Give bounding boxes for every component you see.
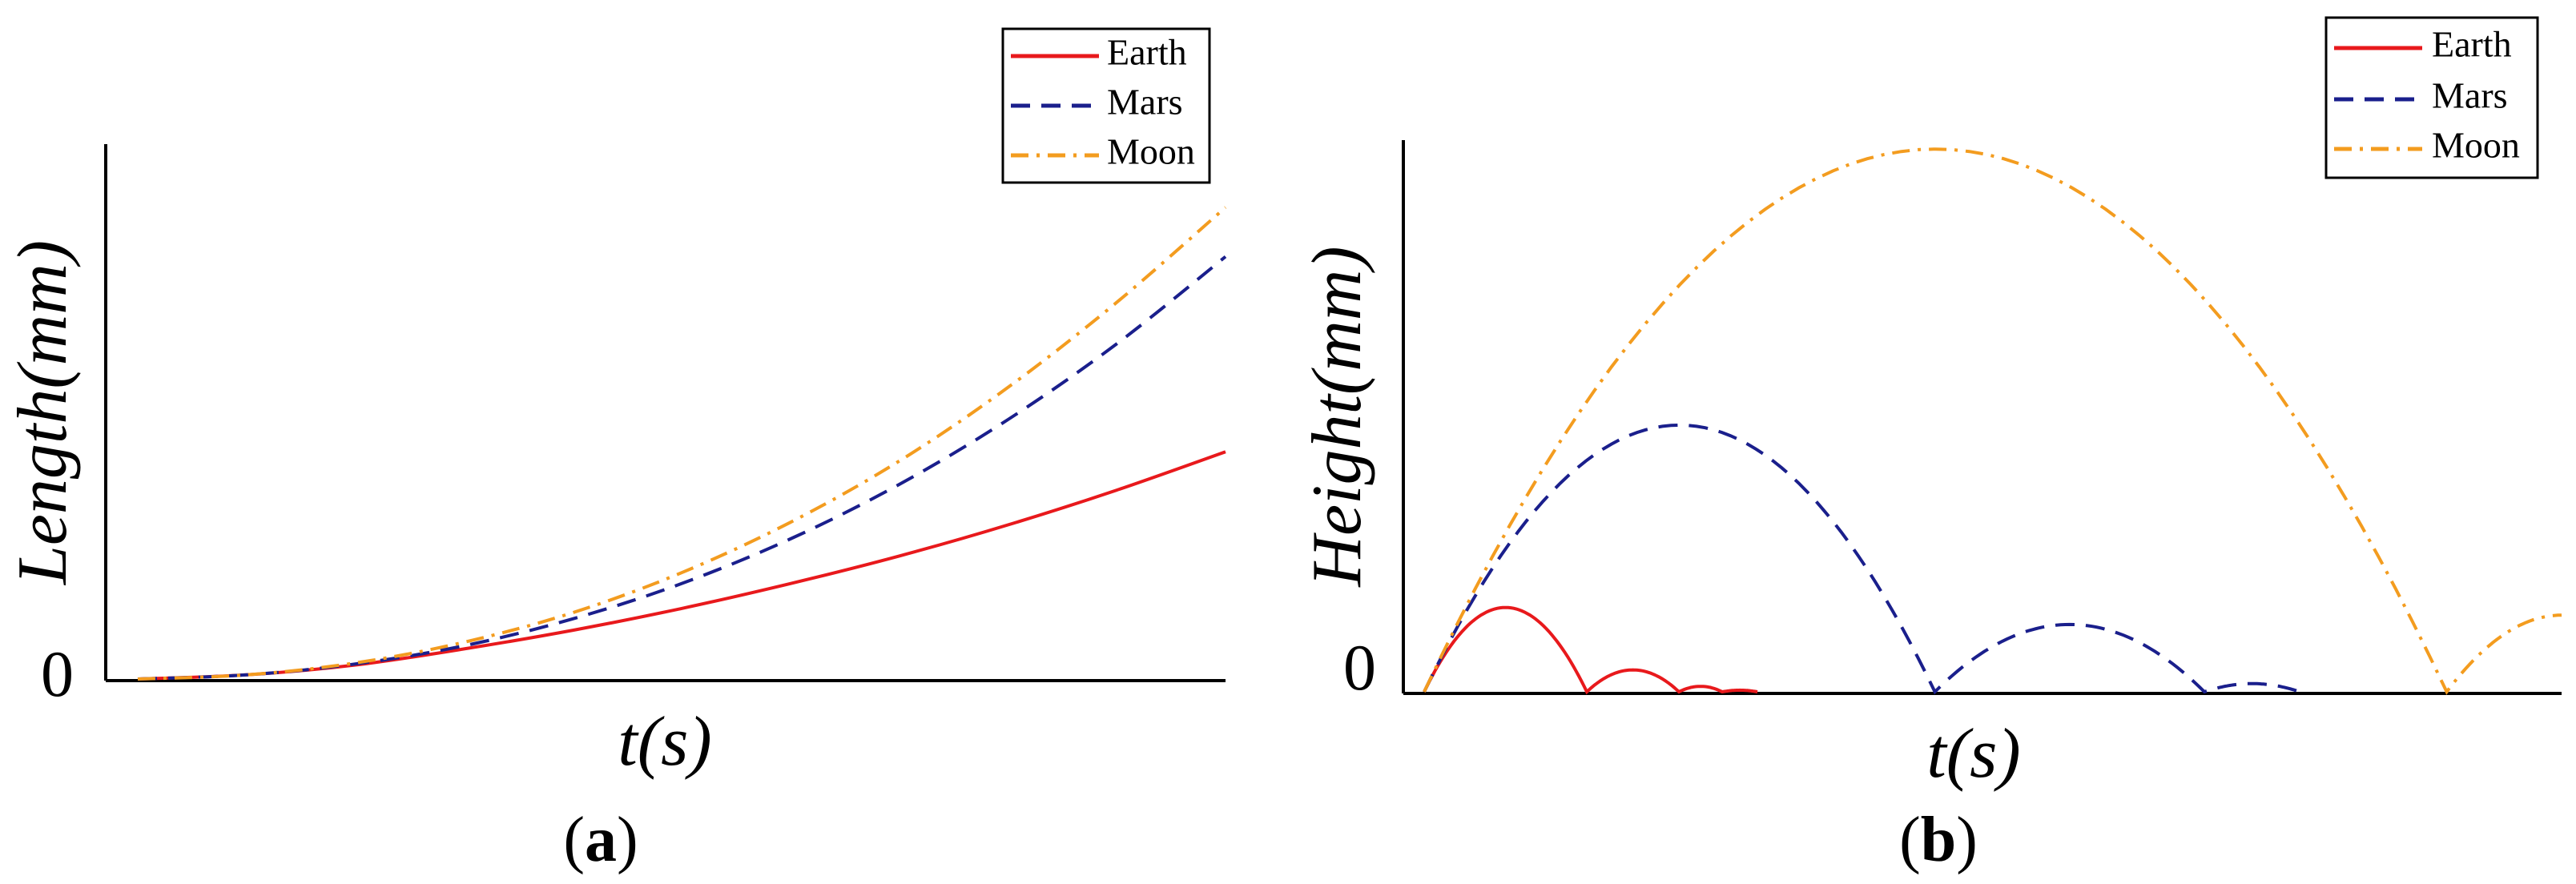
chart-a-y-axis-label: Length(mm): [4, 240, 82, 586]
chart-a-series-mars: [137, 255, 1227, 681]
panel-label-a-letter: a: [585, 805, 617, 875]
chart-b-legend-label-moon: Moon: [2432, 125, 2520, 166]
chart-b-series-moon: [1423, 147, 2562, 695]
chart-b-y-tick-0: 0: [1343, 631, 1376, 704]
chart-b: 0 Height(mm) t(s) Earth Mars Moon (b): [1298, 16, 2562, 875]
chart-a-series-earth: [137, 450, 1226, 681]
chart-a-x-axis-label: t(s): [618, 703, 711, 781]
chart-b-legend-label-earth: Earth: [2432, 24, 2512, 65]
chart-b-series-group: [1423, 147, 2562, 695]
chart-a-y-tick-0: 0: [41, 637, 74, 710]
chart-b-legend-label-mars: Mars: [2432, 75, 2508, 116]
chart-b-y-axis-label: Height(mm): [1298, 246, 1376, 587]
chart-b-series-earth: [1423, 605, 1758, 695]
chart-a-series-moon: [137, 206, 1227, 681]
panel-label-a: (a): [563, 805, 638, 875]
chart-a-legend-label-moon: Moon: [1107, 131, 1195, 172]
chart-a-legend-label-mars: Mars: [1107, 82, 1183, 123]
panel-label-b: (b): [1899, 805, 1978, 875]
chart-a-legend-label-earth: Earth: [1107, 32, 1187, 73]
chart-a: 0 Length(mm) t(s) Earth Mars Moon (a): [4, 27, 1227, 875]
chart-b-x-axis-label: t(s): [1926, 715, 2020, 793]
chart-a-series-group: [137, 206, 1227, 681]
chart-b-series-mars: [1423, 423, 2301, 695]
panel-label-b-letter: b: [1921, 805, 1957, 875]
chart-b-legend: Earth Mars Moon: [2324, 16, 2539, 179]
chart-a-legend: Earth Mars Moon: [1001, 27, 1211, 184]
chart-b-legend-box: [2324, 16, 2539, 179]
